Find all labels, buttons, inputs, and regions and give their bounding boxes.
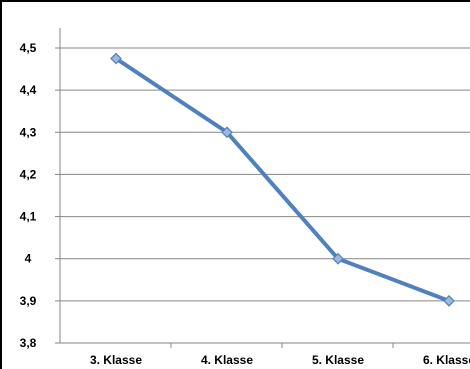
- series-line: [114, 56, 451, 303]
- y-tick-label: 4,5: [20, 41, 37, 55]
- data-point-marker: [221, 126, 233, 139]
- y-tick-label: 4,1: [20, 210, 37, 224]
- x-tick-label: 3. Klasse: [90, 353, 142, 367]
- y-tick-label: 4: [25, 252, 32, 266]
- x-axis-tick-labels: 3. Klasse 4. Klasse 5. Klasse 6. Klasse: [90, 353, 470, 367]
- gridlines: [60, 47, 470, 302]
- y-axis-tick-labels: 3,8 3,9 4 4,1 4,2 4,3 4,4 4,5: [20, 41, 37, 350]
- y-tick-label: 3,9: [20, 294, 37, 308]
- y-tick-label: 4,2: [20, 167, 37, 181]
- y-tick-label: 4,4: [20, 83, 37, 97]
- data-point-marker: [332, 252, 344, 265]
- y-tick-label: 3,8: [20, 336, 37, 350]
- y-tick-label: 4,3: [20, 125, 37, 139]
- series-layer: [110, 52, 455, 307]
- x-tick-label: 5. Klasse: [312, 353, 364, 367]
- axes: [55, 28, 470, 348]
- data-point-marker: [443, 295, 455, 307]
- x-tick-label: 6. Klasse: [423, 353, 470, 367]
- x-tick-label: 4. Klasse: [201, 353, 253, 367]
- data-point-marker: [110, 52, 122, 65]
